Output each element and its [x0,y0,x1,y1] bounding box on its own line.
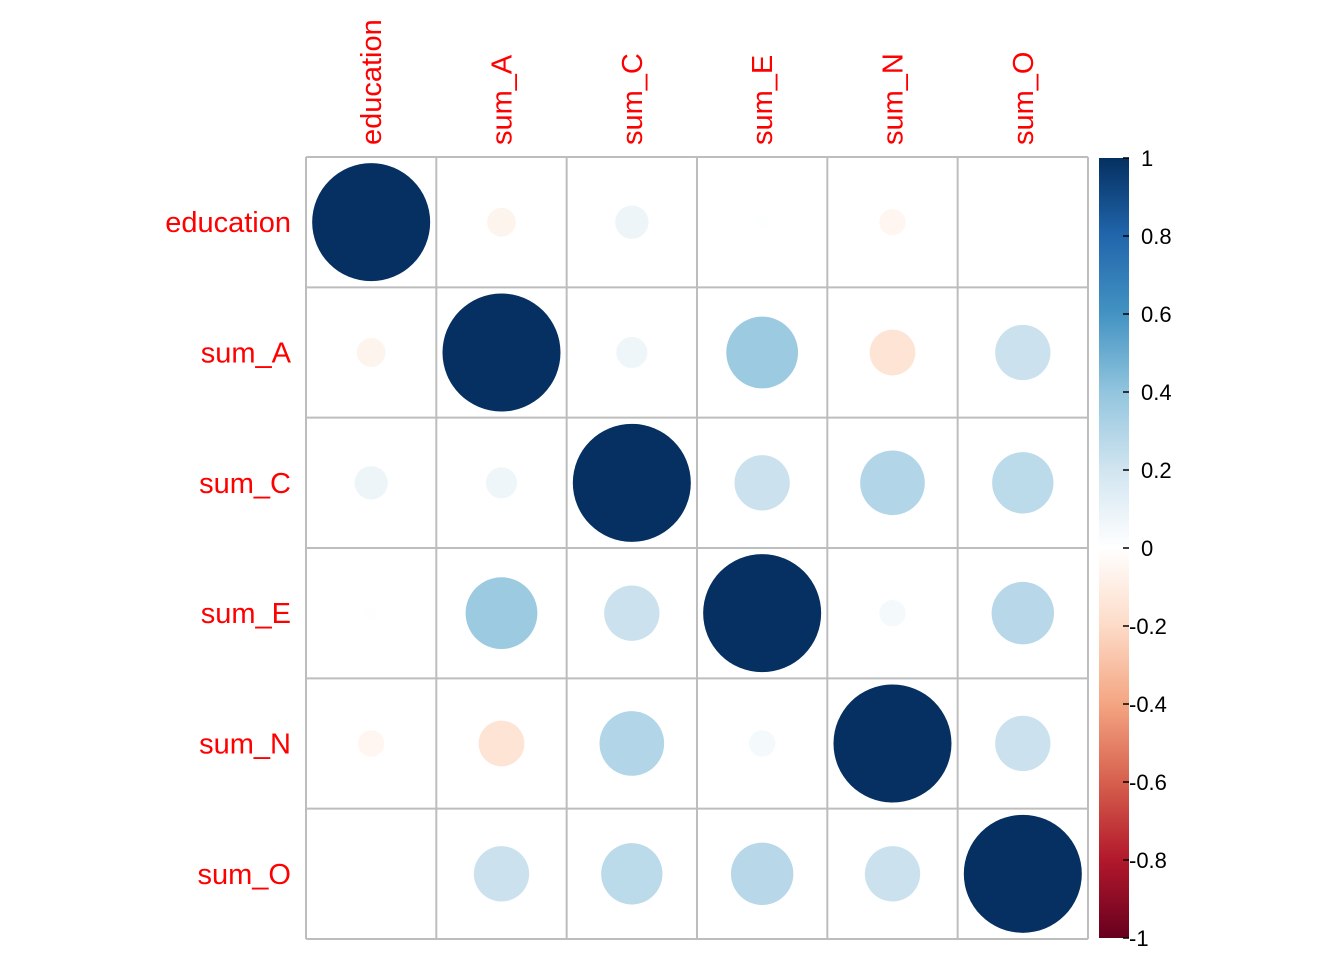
colorbar-tick-label: 0.6 [1141,302,1172,327]
column-label: sum_N [877,53,909,145]
column-label: education [356,19,388,145]
row-label: sum_E [201,598,291,630]
corr-circle-sum_C-sum_E [734,455,790,511]
corr-circle-sum_E-sum_E [703,554,822,673]
column-label: sum_C [617,53,649,145]
column-label: sum_O [1008,52,1040,145]
corr-circle-education-sum_C [615,205,649,239]
corr-circle-sum_N-sum_A [478,720,525,767]
corr-circle-sum_A-education [356,338,386,367]
colorbar: 1 0.8 0.6 0.4 0.2 0 -0.2 -0.4 -0.6 -0.8 -1 [1099,146,1172,951]
corr-circle-sum_E-education [365,607,378,620]
corr-circle-sum_E-sum_N [879,599,906,627]
corr-circle-sum_C-sum_N [860,450,925,516]
row-label: sum_A [201,337,292,369]
corr-circle-education-education [312,163,431,282]
colorbar-tick-label: -0.4 [1129,692,1167,717]
column-label: sum_A [486,54,518,145]
row-label: education [165,207,291,239]
corr-circle-sum_O-sum_C [601,843,663,905]
corr-circle-sum_C-sum_A [485,467,518,499]
column-labels: education sum_A sum_C sum_E sum_N sum_O [356,19,1040,145]
corr-circle-sum_N-sum_E [748,730,776,757]
corr-circle-sum_N-education [357,730,385,757]
corr-circle-education-sum_E [756,216,769,229]
corr-circle-sum_E-sum_C [604,585,660,641]
corr-circle-sum_O-sum_N [864,846,921,902]
corr-circle-sum_N-sum_C [599,711,665,776]
colorbar-tick-label: 0 [1141,536,1153,561]
row-label: sum_C [199,468,291,500]
corr-circle-sum_E-sum_A [465,577,538,650]
corr-circle-sum_E-sum_O [991,581,1055,645]
colorbar-tick-label: -1 [1129,926,1149,951]
corr-circle-sum_O-sum_A [473,846,530,902]
corr-circle-sum_C-sum_C [572,423,691,542]
colorbar-tick-label: 0.8 [1141,224,1172,249]
row-label: sum_N [199,728,291,760]
colorbar-tick-label: 1 [1141,146,1153,171]
colorbar-tick-label: 0.4 [1141,380,1172,405]
corr-circle-sum_A-sum_E [726,316,799,389]
corr-circle-education-sum_A [487,207,516,237]
colorbar-tick-label: -0.8 [1129,848,1167,873]
row-label: sum_O [198,859,291,891]
corr-circle-sum_N-sum_O [995,715,1051,772]
corr-circle-sum_A-sum_A [442,293,561,412]
corr-circle-sum_A-sum_C [616,336,648,369]
colorbar-tick-label: -0.6 [1129,770,1167,795]
corr-circle-sum_C-sum_O [992,452,1054,514]
correlation-cells [312,163,1082,933]
corr-circle-sum_N-sum_N [833,684,952,803]
corr-circle-sum_A-sum_O [995,324,1051,381]
colorbar-tick-label: 0.2 [1141,458,1172,483]
corr-circle-sum_O-sum_O [963,814,1082,933]
column-label: sum_E [747,55,779,145]
corr-circle-sum_O-sum_E [730,842,794,906]
corr-circle-sum_C-education [354,466,388,500]
colorbar-tick-label: -0.2 [1129,614,1167,639]
corr-circle-sum_A-sum_N [869,329,916,376]
grid-lines [305,156,1089,940]
row-labels: education sum_A sum_C sum_E sum_N sum_O [165,207,291,891]
corr-circle-education-sum_N [879,208,906,236]
